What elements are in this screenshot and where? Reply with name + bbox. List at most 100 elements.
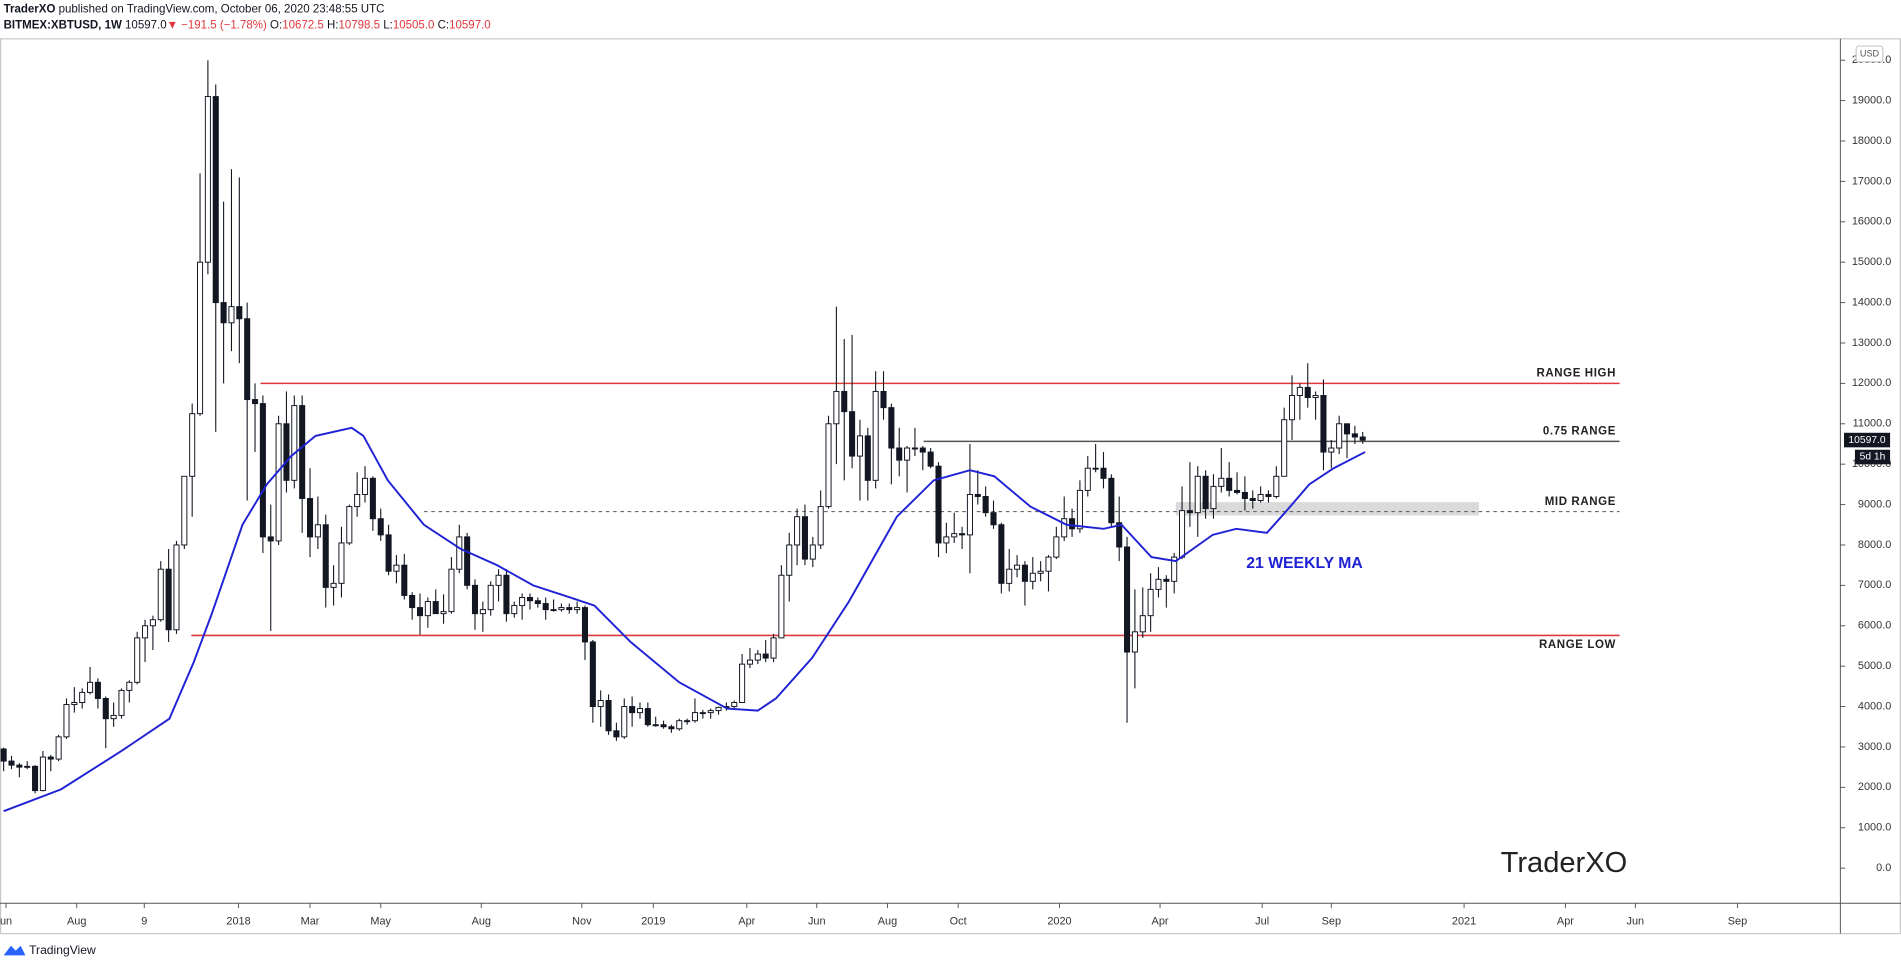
candle-body	[157, 568, 164, 621]
x-tick-label: 2020	[1047, 915, 1071, 927]
candle-body	[699, 712, 706, 715]
ohlc-label: H:	[327, 20, 338, 32]
y-tick-label: 9000.0	[1858, 498, 1891, 510]
x-tick-label: Mar	[301, 915, 320, 927]
candle-body	[251, 399, 259, 405]
ohlc-value: 10505.0	[393, 20, 435, 32]
candle-body	[951, 533, 958, 538]
candle-body	[1014, 564, 1021, 570]
candle-body	[825, 423, 832, 508]
candle-body	[1037, 570, 1044, 574]
candle-body	[731, 702, 738, 708]
footer: TradingView	[3, 943, 96, 957]
candle-body	[338, 542, 345, 584]
candle-body	[519, 596, 526, 607]
candle-body	[1006, 568, 1013, 584]
candle-body	[393, 564, 400, 572]
candle-body	[149, 619, 156, 627]
x-tick-label: Sep	[1322, 915, 1341, 927]
candle-body	[574, 607, 581, 611]
candle-body	[228, 306, 235, 324]
y-tick-label: 4000.0	[1858, 700, 1891, 712]
level-label: MID RANGE	[1545, 496, 1616, 508]
candle-body	[762, 653, 769, 659]
candle-body	[770, 637, 777, 659]
candle-body	[644, 708, 651, 726]
candle-body	[652, 724, 659, 727]
candle-body	[1265, 493, 1272, 497]
x-tick-label: 2019	[641, 915, 665, 927]
candle-body	[511, 605, 518, 615]
chart-frame	[0, 38, 1901, 935]
candle-body	[1218, 477, 1225, 487]
last-price: 10597.0	[125, 20, 167, 32]
candle-body	[346, 506, 353, 544]
candle-body	[456, 536, 463, 570]
candle-body	[919, 447, 926, 453]
candle-body	[1273, 475, 1280, 497]
brand[interactable]: TradingView	[29, 943, 96, 957]
x-tick-label: Sep	[1728, 915, 1747, 927]
candle-body	[283, 423, 290, 481]
candle-body	[181, 475, 188, 546]
price-change: ▼ −191.5 (−1.78%)	[167, 20, 267, 32]
y-tick-label: 13000.0	[1852, 337, 1891, 349]
y-tick-label: 14000.0	[1852, 296, 1891, 308]
candle-body	[377, 518, 384, 536]
candle-body	[801, 516, 808, 560]
symbol-line: BITMEX:XBTUSD, 1W 10597.0▼ −191.5 (−1.78…	[4, 20, 491, 32]
candle-body	[1061, 518, 1068, 538]
candle-body	[1163, 578, 1170, 582]
x-tick-label: un	[0, 915, 12, 927]
x-tick-label: 2021	[1452, 915, 1476, 927]
y-tick-label: 18000.0	[1852, 135, 1891, 147]
candle-body	[1241, 491, 1248, 499]
candle-body	[629, 706, 636, 714]
x-tick-label: Nov	[572, 915, 592, 927]
candle-body	[558, 607, 565, 611]
candle-body	[189, 413, 196, 477]
candle-body	[1100, 467, 1107, 479]
brand-logo	[3, 945, 26, 956]
candle-body	[63, 704, 70, 738]
x-tick-label: 2018	[226, 915, 250, 927]
candle-body	[636, 708, 644, 714]
countdown-box	[1854, 449, 1891, 465]
candle-body	[1320, 395, 1327, 453]
candle-body	[16, 764, 23, 768]
ohlc-label: C:	[438, 20, 449, 32]
candle-body	[1304, 386, 1311, 399]
candle-body	[94, 681, 101, 699]
candle-body	[896, 447, 903, 461]
candle-body	[55, 736, 62, 760]
symbol[interactable]: BITMEX:XBTUSD, 1W	[4, 20, 122, 32]
candle-body	[385, 534, 392, 572]
candle-body	[550, 609, 557, 612]
candle-body	[87, 681, 94, 693]
candle-body	[39, 756, 46, 792]
published: published on TradingView.com, October 06…	[59, 4, 385, 16]
candle-body	[8, 760, 15, 766]
y-tick-label: 12000.0	[1852, 377, 1891, 389]
candle-body	[856, 435, 863, 457]
candle-body	[998, 524, 1005, 584]
candle-body	[1249, 498, 1256, 502]
author[interactable]: TraderXO	[4, 4, 56, 16]
candle-body	[32, 765, 39, 792]
candle-body	[778, 574, 785, 639]
candle-body	[291, 405, 298, 481]
x-tick-label: Jul	[1255, 915, 1269, 927]
mid-range-zone	[1175, 502, 1480, 516]
candle-body	[754, 653, 761, 661]
candle-body	[1124, 546, 1131, 653]
candle-body	[79, 691, 86, 704]
candle-body	[911, 447, 918, 450]
x-tick-label: Aug	[67, 915, 86, 927]
candle-body	[1155, 578, 1162, 590]
ohlc-label: O:	[270, 20, 282, 32]
candle-body	[1210, 485, 1217, 510]
candle-body	[1131, 631, 1138, 653]
candle-body	[306, 498, 314, 538]
x-tick-label: Aug	[472, 915, 491, 927]
